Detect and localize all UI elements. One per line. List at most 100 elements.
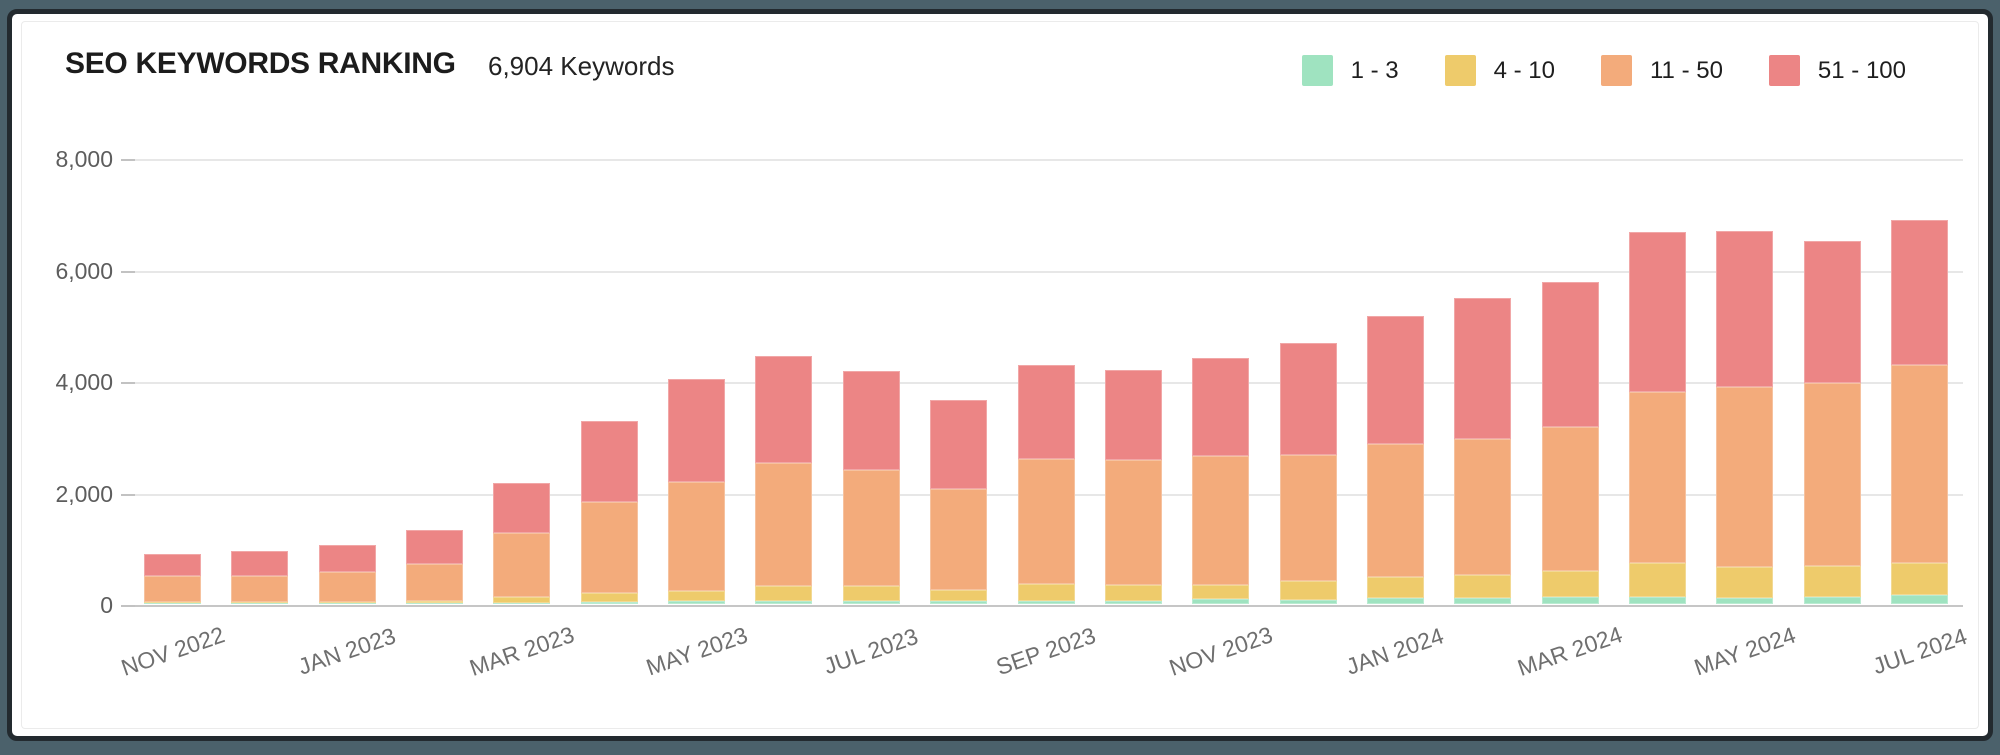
- segment-1-3: [231, 603, 289, 604]
- segment-1-3: [1279, 600, 1337, 604]
- segment-4-10: [1017, 584, 1075, 601]
- segment-11-50: [1104, 460, 1162, 585]
- y-axis-tick-label: 2,000: [55, 480, 113, 507]
- segment-4-10: [842, 586, 900, 601]
- segment-11-50: [1541, 427, 1599, 571]
- segment-51-100: [493, 483, 551, 533]
- segment-51-100: [1541, 282, 1599, 427]
- segment-11-50: [318, 572, 376, 602]
- bar-mar-2023[interactable]: [493, 483, 551, 604]
- y-axis-tick-label: 4,000: [55, 368, 113, 395]
- legend-item-4-10[interactable]: 4 - 10: [1444, 55, 1555, 86]
- chart-panel: SEO KEYWORDS RANKING 6,904 Keywords 1 - …: [21, 21, 1979, 729]
- gridline-8000: [121, 159, 1963, 161]
- bar-nov-2023[interactable]: [1192, 358, 1250, 604]
- chart-title: SEO KEYWORDS RANKING: [65, 47, 456, 80]
- legend-item-51-100[interactable]: 51 - 100: [1768, 55, 1906, 86]
- segment-51-100: [1454, 298, 1512, 439]
- segment-11-50: [1628, 392, 1686, 563]
- segment-4-10: [1104, 585, 1162, 601]
- segment-1-3: [1366, 598, 1424, 604]
- segment-1-3: [1803, 597, 1861, 604]
- segment-4-10: [1279, 581, 1337, 600]
- bar-may-2023[interactable]: [668, 379, 726, 604]
- segment-1-3: [1192, 599, 1250, 604]
- segment-11-50: [842, 470, 900, 586]
- x-axis-tick-label: JAN 2024: [1343, 622, 1448, 680]
- segment-1-3: [1628, 597, 1686, 604]
- segment-51-100: [144, 554, 201, 576]
- legend-label: 4 - 10: [1493, 56, 1555, 84]
- segment-11-50: [755, 463, 813, 586]
- bar-aug-2023[interactable]: [930, 400, 988, 604]
- segment-4-10: [1454, 575, 1512, 598]
- bar-nov-2022[interactable]: [144, 554, 201, 604]
- x-axis-tick-label: MAY 2023: [642, 621, 751, 681]
- segment-1-3: [1716, 598, 1774, 604]
- segment-4-10: [668, 591, 726, 601]
- segment-51-100: [668, 379, 726, 482]
- segment-51-100: [1628, 232, 1686, 392]
- x-axis-tick-label: JUL 2023: [820, 622, 922, 680]
- segment-11-50: [231, 576, 289, 602]
- bar-apr-2024[interactable]: [1628, 232, 1686, 604]
- segment-51-100: [1017, 365, 1075, 459]
- x-axis-tick-label: MAR 2024: [1514, 621, 1626, 682]
- segment-4-10: [231, 602, 289, 603]
- segment-1-3: [930, 601, 988, 604]
- segment-4-10: [1628, 563, 1686, 597]
- segment-1-3: [493, 603, 551, 604]
- legend-item-1-3[interactable]: 1 - 3: [1301, 55, 1399, 86]
- bar-jul-2023[interactable]: [842, 371, 900, 604]
- y-axis-tick-label: 6,000: [55, 257, 113, 284]
- y-axis-tick-label: 8,000: [55, 145, 113, 172]
- bar-feb-2024[interactable]: [1454, 298, 1512, 604]
- segment-11-50: [144, 576, 201, 602]
- x-axis-tick-label: NOV 2022: [117, 621, 228, 681]
- segment-51-100: [318, 545, 376, 572]
- segment-4-10: [144, 602, 201, 603]
- bar-feb-2023[interactable]: [406, 530, 464, 604]
- gridline-6000: [121, 270, 1963, 273]
- bar-jun-2023[interactable]: [755, 356, 813, 604]
- segment-51-100: [930, 400, 988, 489]
- segment-1-3: [1017, 601, 1075, 604]
- segment-51-100: [1279, 343, 1337, 455]
- segment-1-3: [1541, 597, 1599, 604]
- bar-sep-2023[interactable]: [1017, 365, 1075, 604]
- legend-item-11-50[interactable]: 11 - 50: [1600, 55, 1723, 86]
- legend-label: 1 - 3: [1350, 56, 1399, 84]
- segment-4-10: [1891, 563, 1948, 595]
- segment-1-3: [144, 603, 201, 604]
- segment-4-10: [318, 602, 376, 603]
- legend-swatch: [1600, 55, 1632, 86]
- bar-dec-2023[interactable]: [1279, 343, 1337, 604]
- segment-4-10: [755, 586, 813, 601]
- segment-4-10: [1716, 567, 1774, 598]
- bar-mar-2024[interactable]: [1541, 282, 1599, 604]
- bar-may-2024[interactable]: [1716, 231, 1774, 604]
- segment-51-100: [842, 371, 900, 470]
- segment-1-3: [668, 601, 726, 604]
- bar-oct-2023[interactable]: [1104, 370, 1162, 604]
- bar-apr-2023[interactable]: [580, 421, 638, 604]
- gridline-0: [121, 605, 1963, 607]
- bar-jan-2024[interactable]: [1366, 316, 1424, 604]
- segment-51-100: [1716, 231, 1774, 387]
- segment-11-50: [1279, 455, 1337, 581]
- legend-swatch: [1768, 55, 1800, 86]
- y-axis-tick-label: 0: [100, 591, 113, 618]
- segment-51-100: [231, 551, 289, 576]
- segment-51-100: [1192, 358, 1250, 456]
- legend-label: 51 - 100: [1817, 56, 1906, 84]
- segment-4-10: [1541, 571, 1599, 597]
- segment-1-3: [1104, 601, 1162, 604]
- bar-jun-2024[interactable]: [1803, 241, 1861, 604]
- bar-dec-2022[interactable]: [231, 551, 289, 604]
- segment-51-100: [1366, 316, 1424, 444]
- segment-4-10: [1803, 566, 1861, 597]
- bar-jan-2023[interactable]: [318, 545, 376, 604]
- segment-11-50: [930, 489, 988, 590]
- x-axis-tick-label: MAY 2024: [1690, 621, 1799, 681]
- bar-jul-2024[interactable]: [1891, 220, 1948, 604]
